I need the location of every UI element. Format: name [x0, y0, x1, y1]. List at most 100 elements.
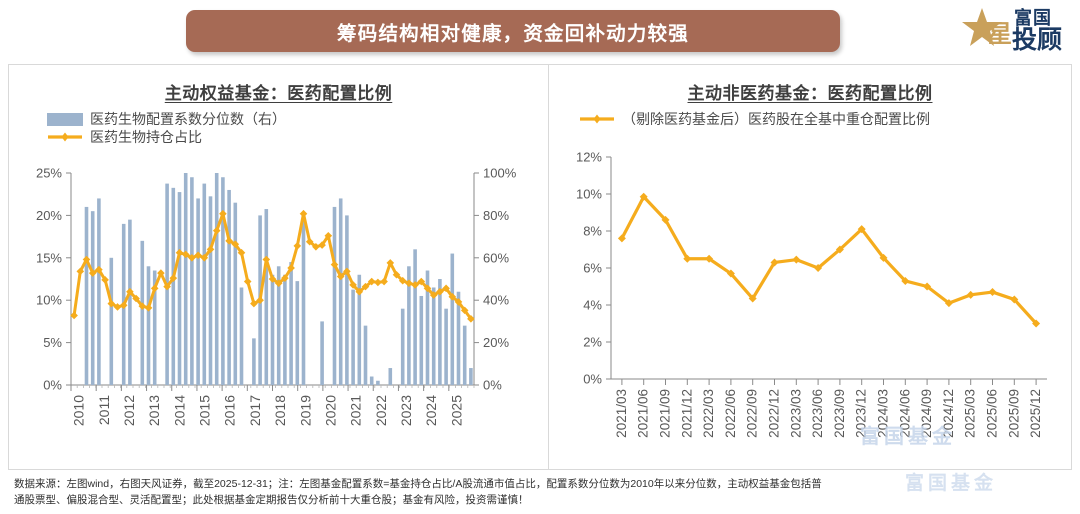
line-swatch-icon: [47, 130, 83, 144]
bar: [208, 196, 213, 385]
bar: [450, 253, 455, 385]
bar: [227, 189, 231, 385]
line-swatch-icon: [579, 112, 615, 126]
x-tick-label: 2024/12: [941, 389, 956, 438]
x-tick-label: 2022/06: [723, 389, 738, 438]
chart-panel-right: 主动非医药基金：医药配置比例 （剔除医药基金后）医药股在全基中重仓配置比例 0%…: [549, 65, 1071, 469]
legend-item: （剔除医药基金后）医药股在全基中重仓配置比例: [579, 111, 1071, 128]
x-tick-label: 2023: [398, 395, 414, 426]
x-tick-label: 2014: [171, 395, 187, 426]
legend-label: （剔除医药基金后）医药股在全基中重仓配置比例: [622, 111, 930, 127]
x-tick-label: 2019: [297, 395, 313, 426]
chart-legend-left: 医药生物配置系数分位数（右） 医药生物持仓占比: [9, 111, 548, 146]
x-tick-label: 2020: [322, 395, 338, 426]
bar: [462, 325, 467, 385]
left-chart-svg: 0% 5% 10% 15% 20% 25% 0% 20% 40% 60% 80% 100% 2010 20…: [36, 166, 517, 427]
right-chart-svg: 0% 2% 4% 6% 8% 10% 12% 2021/03 2021/06 2021/09 202…: [576, 150, 1047, 438]
x-tick-label: 2025/06: [985, 389, 1000, 438]
x-tick-label: 2012: [121, 395, 137, 426]
svg-text:12%: 12%: [576, 150, 602, 165]
chart-title-left: 主动权益基金：医药配置比例: [164, 84, 393, 103]
bar: [345, 215, 349, 385]
svg-text:60%: 60%: [483, 250, 509, 265]
bar: [469, 368, 473, 385]
bar: [90, 211, 95, 385]
svg-text:0%: 0%: [483, 378, 502, 393]
bar: [456, 291, 461, 385]
bar: [283, 274, 287, 385]
x-tick-label: 2016: [222, 395, 238, 426]
chart-plot-left: 0% 5% 10% 15% 20% 25% 0% 20% 40% 60% 80% 100% 2010 20…: [9, 163, 549, 463]
bar: [233, 202, 238, 385]
bar: [363, 325, 368, 385]
legend-label: 医药生物配置系数分位数（右）: [90, 111, 286, 127]
bar: [276, 266, 281, 385]
bar: [419, 295, 424, 385]
bar: [438, 279, 442, 385]
bar: [128, 219, 132, 385]
svg-text:10%: 10%: [576, 187, 602, 202]
x-tick-label: 2015: [197, 395, 213, 426]
x-tick-label: 2025/12: [1028, 389, 1043, 438]
svg-text:4%: 4%: [583, 298, 602, 313]
svg-text:8%: 8%: [583, 224, 602, 239]
bar: [407, 266, 411, 385]
bar: [214, 173, 219, 385]
logo-star-char: 星: [988, 21, 1012, 48]
x-tick-label: 2021/06: [636, 389, 651, 438]
svg-text:40%: 40%: [483, 293, 509, 308]
x-tick-label: 2011: [96, 395, 112, 425]
x-tick-label: 2017: [247, 395, 263, 426]
chart-legend-right: （剔除医药基金后）医药股在全基中重仓配置比例: [549, 111, 1071, 128]
x-tick-label: 2010: [71, 395, 87, 426]
svg-text:80%: 80%: [483, 208, 509, 223]
bar-swatch-icon: [47, 113, 83, 126]
bar: [146, 266, 151, 385]
bar: [97, 198, 101, 385]
bar: [270, 274, 275, 385]
line-series: [620, 195, 1038, 325]
logo-bottom-text: 投顾: [1012, 25, 1062, 54]
legend-item: 医药生物持仓占比: [47, 129, 548, 146]
chart-panel-left: 主动权益基金：医药配置比例 医药生物配置系数分位数（右） 医药生物持仓占比: [9, 65, 549, 469]
bar: [152, 270, 157, 385]
bar: [444, 308, 448, 385]
svg-text:25%: 25%: [36, 166, 62, 181]
svg-text:2%: 2%: [583, 335, 602, 350]
svg-text:6%: 6%: [583, 261, 602, 276]
bar: [252, 338, 256, 385]
x-tick-label: 2021/03: [614, 389, 629, 438]
bar: [332, 206, 337, 385]
bar: [369, 376, 374, 385]
bar: [171, 187, 176, 385]
bar: [196, 198, 200, 385]
bar: [338, 198, 343, 385]
x-tick-label: 2022/03: [701, 389, 716, 438]
bar: [190, 177, 194, 385]
x-tick-label: 2018: [272, 395, 288, 426]
svg-text:0%: 0%: [583, 372, 602, 387]
legend-label: 医药生物持仓占比: [90, 129, 202, 145]
page-title: 筹码结构相对健康，资金回补动力较强: [337, 22, 689, 45]
x-tick-label: 2021/09: [658, 389, 673, 438]
bar: [388, 368, 393, 385]
charts-container: 主动权益基金：医药配置比例 医药生物配置系数分位数（右） 医药生物持仓占比: [8, 64, 1072, 470]
bar: [431, 287, 436, 385]
x-tick-label: 2021: [348, 395, 364, 426]
bar: [413, 249, 417, 385]
svg-text:20%: 20%: [483, 335, 509, 350]
bar: [239, 287, 244, 385]
bar: [202, 183, 207, 385]
svg-text:10%: 10%: [36, 293, 62, 308]
bar: [295, 281, 300, 385]
x-tick-label: 2023/12: [854, 389, 869, 438]
x-tick-label: 2022: [373, 395, 389, 426]
svg-text:20%: 20%: [36, 208, 62, 223]
bar: [177, 192, 182, 385]
source-note-line1: 数据来源：左图wind，右图天风证券，截至2025-12-31；注：左图基金配置…: [14, 478, 822, 490]
chart-title-right: 主动非医药基金：医药配置比例: [687, 84, 933, 103]
bar: [320, 321, 324, 385]
brand-logo: 星 富国 投顾: [960, 2, 1072, 58]
bar: [376, 380, 380, 385]
